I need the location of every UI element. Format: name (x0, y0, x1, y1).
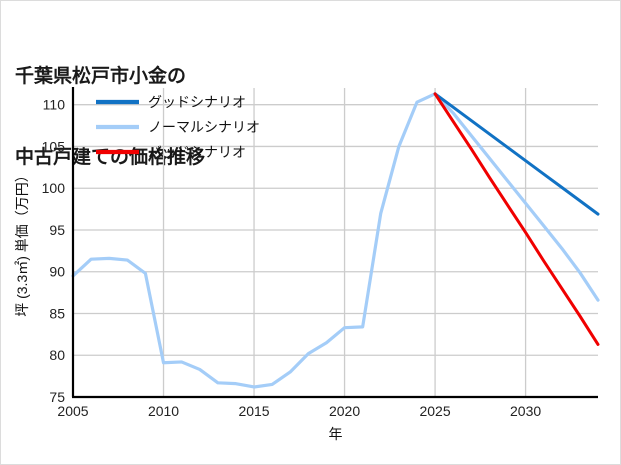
legend-label: グッドシナリオ (148, 94, 246, 110)
y-tick-label: 110 (43, 97, 66, 113)
y-tick-label: 75 (49, 389, 65, 405)
x-tick-label: 2025 (419, 403, 450, 419)
chart-title: 千葉県松戸市小金の 中古戸建ての価格推移 (15, 9, 205, 225)
y-tick-label: 105 (42, 138, 66, 154)
y-tick-labels-group: 75 80 85 90 95 100 105 110 (42, 97, 66, 405)
series-line-normal (71, 92, 600, 389)
y-tick-label: 85 (49, 305, 65, 321)
y-tick-label: 100 (42, 180, 66, 196)
y-tick-label: 90 (49, 264, 65, 280)
legend-label: バッドシナリオ (148, 144, 246, 160)
y-tick-label: 95 (49, 222, 65, 238)
x-tick-label: 2005 (57, 403, 88, 419)
legend-label: ノーマルシナリオ (148, 119, 260, 135)
x-tick-label: 2015 (238, 403, 269, 419)
series-line-bad (433, 92, 600, 346)
chart-title-line-1: 千葉県松戸市小金の (15, 66, 187, 87)
x-tick-label: 2010 (148, 403, 179, 419)
x-axis-label: 年 (329, 426, 343, 442)
y-axis-label: 坪 (3.3㎡) 単価（万円） (14, 168, 30, 317)
series-line-good (433, 92, 600, 216)
x-tick-labels-group: 2005 2010 2015 2020 2025 2030 (57, 403, 541, 419)
series-lines-group (71, 92, 600, 389)
axis-lines-group (71, 87, 598, 399)
chart-title-line-2: 中古戸建ての価格推移 (15, 147, 206, 168)
x-tick-label: 2030 (510, 403, 541, 419)
y-tick-label: 80 (49, 347, 65, 363)
x-tick-label: 2020 (329, 403, 360, 419)
